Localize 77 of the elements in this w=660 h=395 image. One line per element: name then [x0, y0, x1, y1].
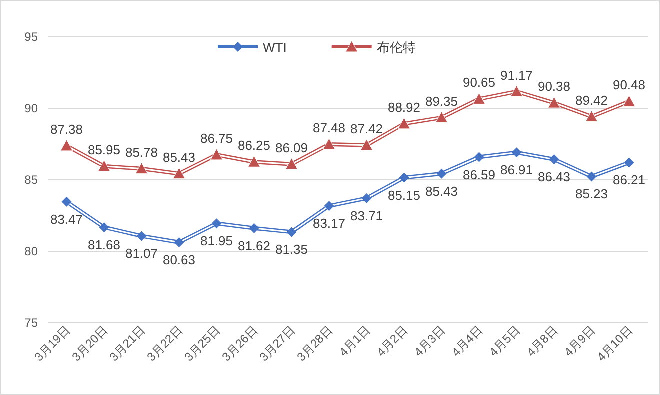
data-label: 87.38 [50, 122, 84, 137]
point [286, 227, 297, 238]
legend-label: WTI [263, 40, 287, 55]
point [324, 201, 334, 212]
data-label: 83.71 [350, 208, 384, 224]
point [248, 156, 260, 168]
y-tick-label: 95 [24, 30, 38, 44]
data-label: 85.95 [88, 142, 121, 158]
point [98, 160, 110, 172]
data-label: 90.48 [612, 78, 646, 93]
legend-label: 布伦特 [376, 40, 416, 55]
point [173, 168, 186, 180]
y-tick-label: 80 [24, 244, 38, 258]
data-label: 81.35 [275, 242, 308, 258]
y-tick-label: 90 [24, 102, 38, 116]
point [212, 218, 222, 229]
point [624, 158, 634, 168]
data-label: 85.23 [575, 186, 608, 202]
data-label: 89.42 [575, 92, 608, 108]
data-label: 88.92 [388, 100, 421, 115]
point [586, 172, 597, 182]
data-label: 85.43 [425, 184, 458, 199]
x-tick-label: 4月2日 [374, 323, 410, 360]
point [323, 138, 336, 150]
point [474, 152, 484, 162]
point [360, 139, 373, 151]
point [60, 140, 73, 152]
data-label: 90.65 [462, 75, 496, 90]
data-label: 85.15 [388, 188, 421, 203]
data-label: 81.07 [125, 246, 158, 262]
point [399, 172, 410, 183]
point [136, 231, 147, 242]
data-label: 86.25 [238, 138, 271, 154]
point [436, 168, 447, 179]
point [473, 92, 486, 104]
point [99, 222, 110, 232]
data-label: 86.75 [200, 130, 234, 146]
point [249, 223, 260, 234]
y-tick-label: 85 [24, 173, 38, 187]
data-label: 86.21 [612, 172, 646, 188]
data-label: 86.91 [500, 162, 534, 178]
point [286, 158, 298, 170]
point [586, 110, 598, 122]
point [512, 148, 522, 158]
data-label: 87.42 [350, 121, 384, 136]
y-tick-label: 75 [24, 316, 38, 330]
point [398, 118, 410, 130]
x-tick-label: 4月5日 [486, 323, 523, 360]
data-label: 87.48 [312, 120, 346, 136]
point [510, 86, 523, 98]
data-label: 86.59 [462, 167, 496, 182]
x-tick-label: 4月4日 [449, 323, 486, 360]
data-label: 86.43 [538, 170, 571, 185]
point [549, 154, 560, 165]
point [136, 162, 148, 174]
data-label: 81.95 [200, 234, 234, 249]
data-label: 91.17 [500, 68, 534, 83]
data-label: 89.35 [425, 94, 458, 109]
data-label: 85.43 [162, 150, 196, 165]
point [436, 112, 448, 124]
point [548, 96, 560, 108]
point [210, 148, 223, 160]
point [362, 193, 372, 204]
x-tick-label: 4月8日 [524, 323, 560, 360]
x-tick-label: 4月1日 [336, 323, 373, 360]
data-label: 90.38 [538, 79, 571, 94]
data-label: 83.17 [312, 216, 346, 232]
data-label: 81.62 [238, 238, 271, 254]
point [174, 237, 184, 248]
point [623, 95, 636, 107]
point [62, 196, 72, 207]
x-tick-label: 4月3日 [412, 323, 448, 360]
data-label: 81.68 [88, 237, 121, 252]
data-label: 86.09 [275, 140, 308, 156]
data-label: 85.78 [125, 144, 158, 160]
data-label: 83.47 [50, 212, 84, 227]
data-label: 80.63 [162, 252, 196, 268]
